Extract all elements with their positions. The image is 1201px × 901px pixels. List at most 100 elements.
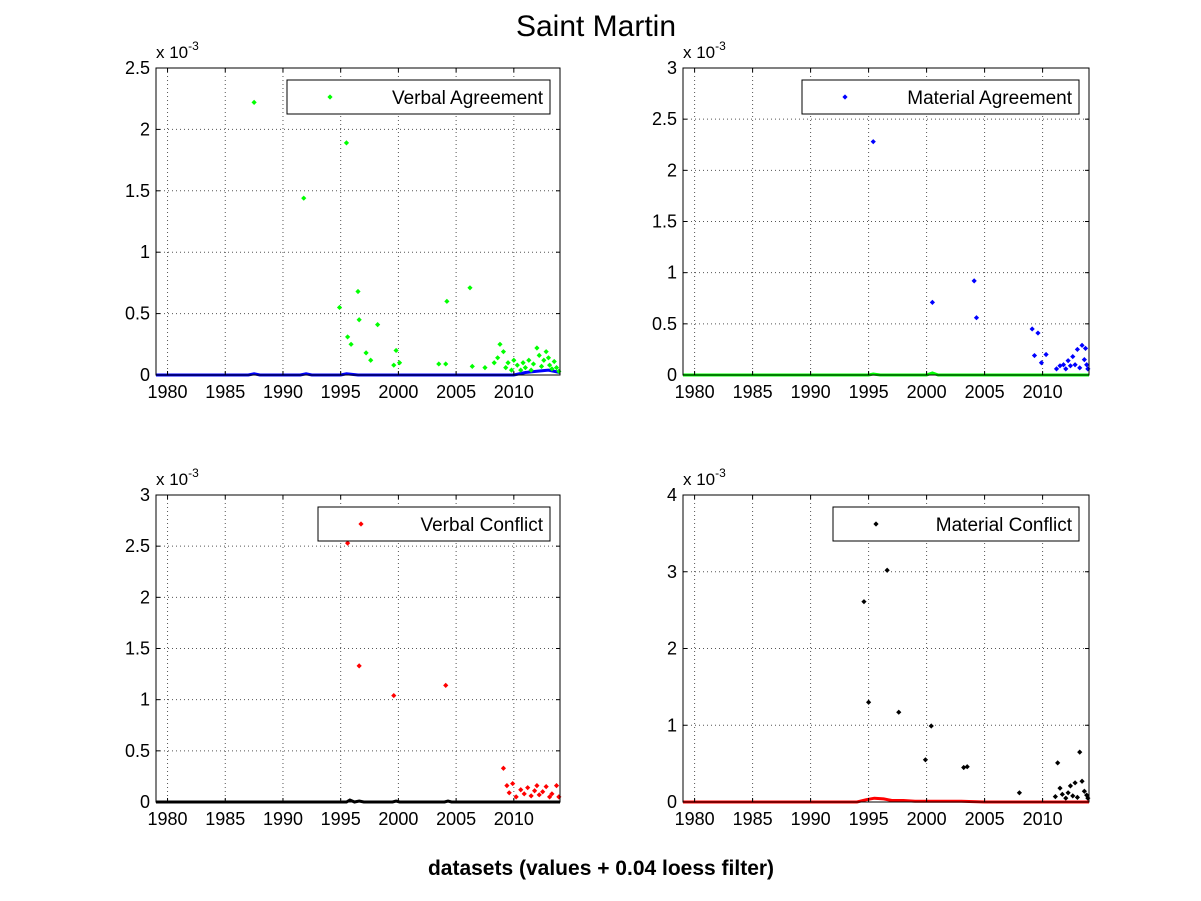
x-tick-label: 2005: [436, 382, 476, 402]
x-tick-label: 1990: [791, 809, 831, 829]
data-point: [345, 334, 351, 340]
x-tick-label: 2000: [907, 382, 947, 402]
data-point: [553, 365, 560, 371]
data-point: [870, 139, 876, 145]
data-point: [443, 361, 449, 367]
data-point: [521, 791, 527, 797]
data-point: [1079, 342, 1085, 348]
data-point: [1052, 794, 1058, 800]
subplot-3: 1980 1985 1990 1995 2000 2005 2010 0 0.5 1 1.5 2 2.5…: [125, 466, 562, 829]
data-point: [518, 787, 524, 793]
y-tick-label: 0.5: [125, 304, 150, 324]
data-point: [396, 360, 403, 366]
data-point: [928, 723, 934, 729]
data-point: [491, 360, 497, 366]
data-point: [1035, 330, 1041, 336]
legend-marker: [358, 521, 364, 527]
data-point: [530, 361, 537, 367]
data-point: [1067, 783, 1074, 789]
y-tick-label: 2: [667, 639, 677, 659]
loess-line: [683, 796, 1089, 804]
data-point: [549, 366, 555, 372]
data-point: [551, 358, 557, 365]
x-tick-label: 2000: [378, 809, 418, 829]
x-tick-label: 2005: [965, 382, 1005, 402]
data-point: [964, 764, 970, 770]
x-tick-label: 1995: [321, 382, 361, 402]
data-point: [1055, 760, 1061, 766]
figure-title: Saint Martin: [516, 10, 676, 43]
x-tick-label: 2010: [494, 382, 534, 402]
data-point: [866, 699, 872, 705]
data-point: [513, 794, 519, 800]
data-point: [336, 304, 343, 311]
y-tick-label: 1.5: [125, 181, 150, 201]
x-tick-label: 2005: [965, 809, 1005, 829]
data-point: [543, 349, 549, 355]
x-tick-label: 2010: [1023, 382, 1063, 402]
plot-area: [156, 68, 560, 375]
data-point: [506, 790, 512, 796]
data-point: [896, 709, 902, 715]
data-point: [536, 792, 542, 798]
subplot-2: 1980 1985 1990 1995 2000 2005 2010 0 0.5 1 1.5 2 2.5…: [652, 39, 1091, 402]
data-point: [391, 692, 397, 699]
data-point: [518, 367, 524, 373]
data-point: [541, 357, 547, 363]
x-tick-label: 2000: [378, 382, 418, 402]
legend-label: Verbal Agreement: [392, 88, 544, 109]
y-tick-label: 2: [140, 587, 150, 607]
data-point: [1067, 363, 1074, 369]
legend-box: [317, 506, 551, 542]
data-point: [1060, 362, 1067, 368]
data-point: [534, 345, 540, 351]
y-tick-label: 0: [667, 365, 677, 385]
data-point: [1029, 326, 1035, 332]
data-point: [356, 663, 362, 669]
data-point: [348, 341, 354, 347]
y-tick-label: 1.5: [125, 639, 150, 659]
data-point: [363, 350, 369, 356]
data-point: [1063, 795, 1069, 801]
data-point: [500, 765, 507, 771]
data-point: [469, 363, 475, 370]
data-point: [973, 315, 980, 321]
data-point: [547, 794, 553, 800]
data-point: [522, 365, 528, 371]
plot-area: [683, 68, 1089, 375]
data-point: [436, 361, 442, 367]
data-point: [1074, 794, 1080, 800]
data-point: [525, 785, 531, 791]
data-point: [511, 357, 517, 363]
data-point: [1077, 365, 1083, 371]
data-point: [961, 764, 967, 771]
data-point: [1070, 353, 1076, 360]
data-point: [538, 363, 545, 370]
y-tick-label: 2.5: [125, 58, 150, 78]
data-point: [500, 349, 507, 355]
data-point: [528, 367, 534, 373]
data-point: [514, 362, 520, 368]
data-point: [1081, 357, 1087, 363]
subplot-1: 1980 1985 1990 1995 2000 2005 2010 0 0.5 1 1.5 2 2.5…: [125, 39, 562, 402]
legend-box: [801, 79, 1080, 115]
y-tick-label: 0.5: [125, 741, 150, 761]
data-point: [504, 783, 510, 789]
data-point: [520, 360, 526, 366]
x-tick-label: 1985: [733, 382, 773, 402]
x-tick-label: 1985: [205, 809, 245, 829]
x-tick-label: 1985: [733, 809, 773, 829]
data-point: [1070, 793, 1076, 799]
data-point: [532, 788, 538, 794]
data-point: [375, 322, 381, 328]
x-tick-label: 2005: [436, 809, 476, 829]
legend: Material Agreement: [801, 79, 1080, 115]
data-point: [343, 140, 350, 146]
data-point: [1031, 352, 1038, 359]
data-point: [482, 365, 488, 371]
data-point: [1074, 346, 1080, 353]
data-point: [355, 288, 361, 295]
data-point: [1053, 366, 1060, 372]
data-point: [543, 784, 549, 790]
